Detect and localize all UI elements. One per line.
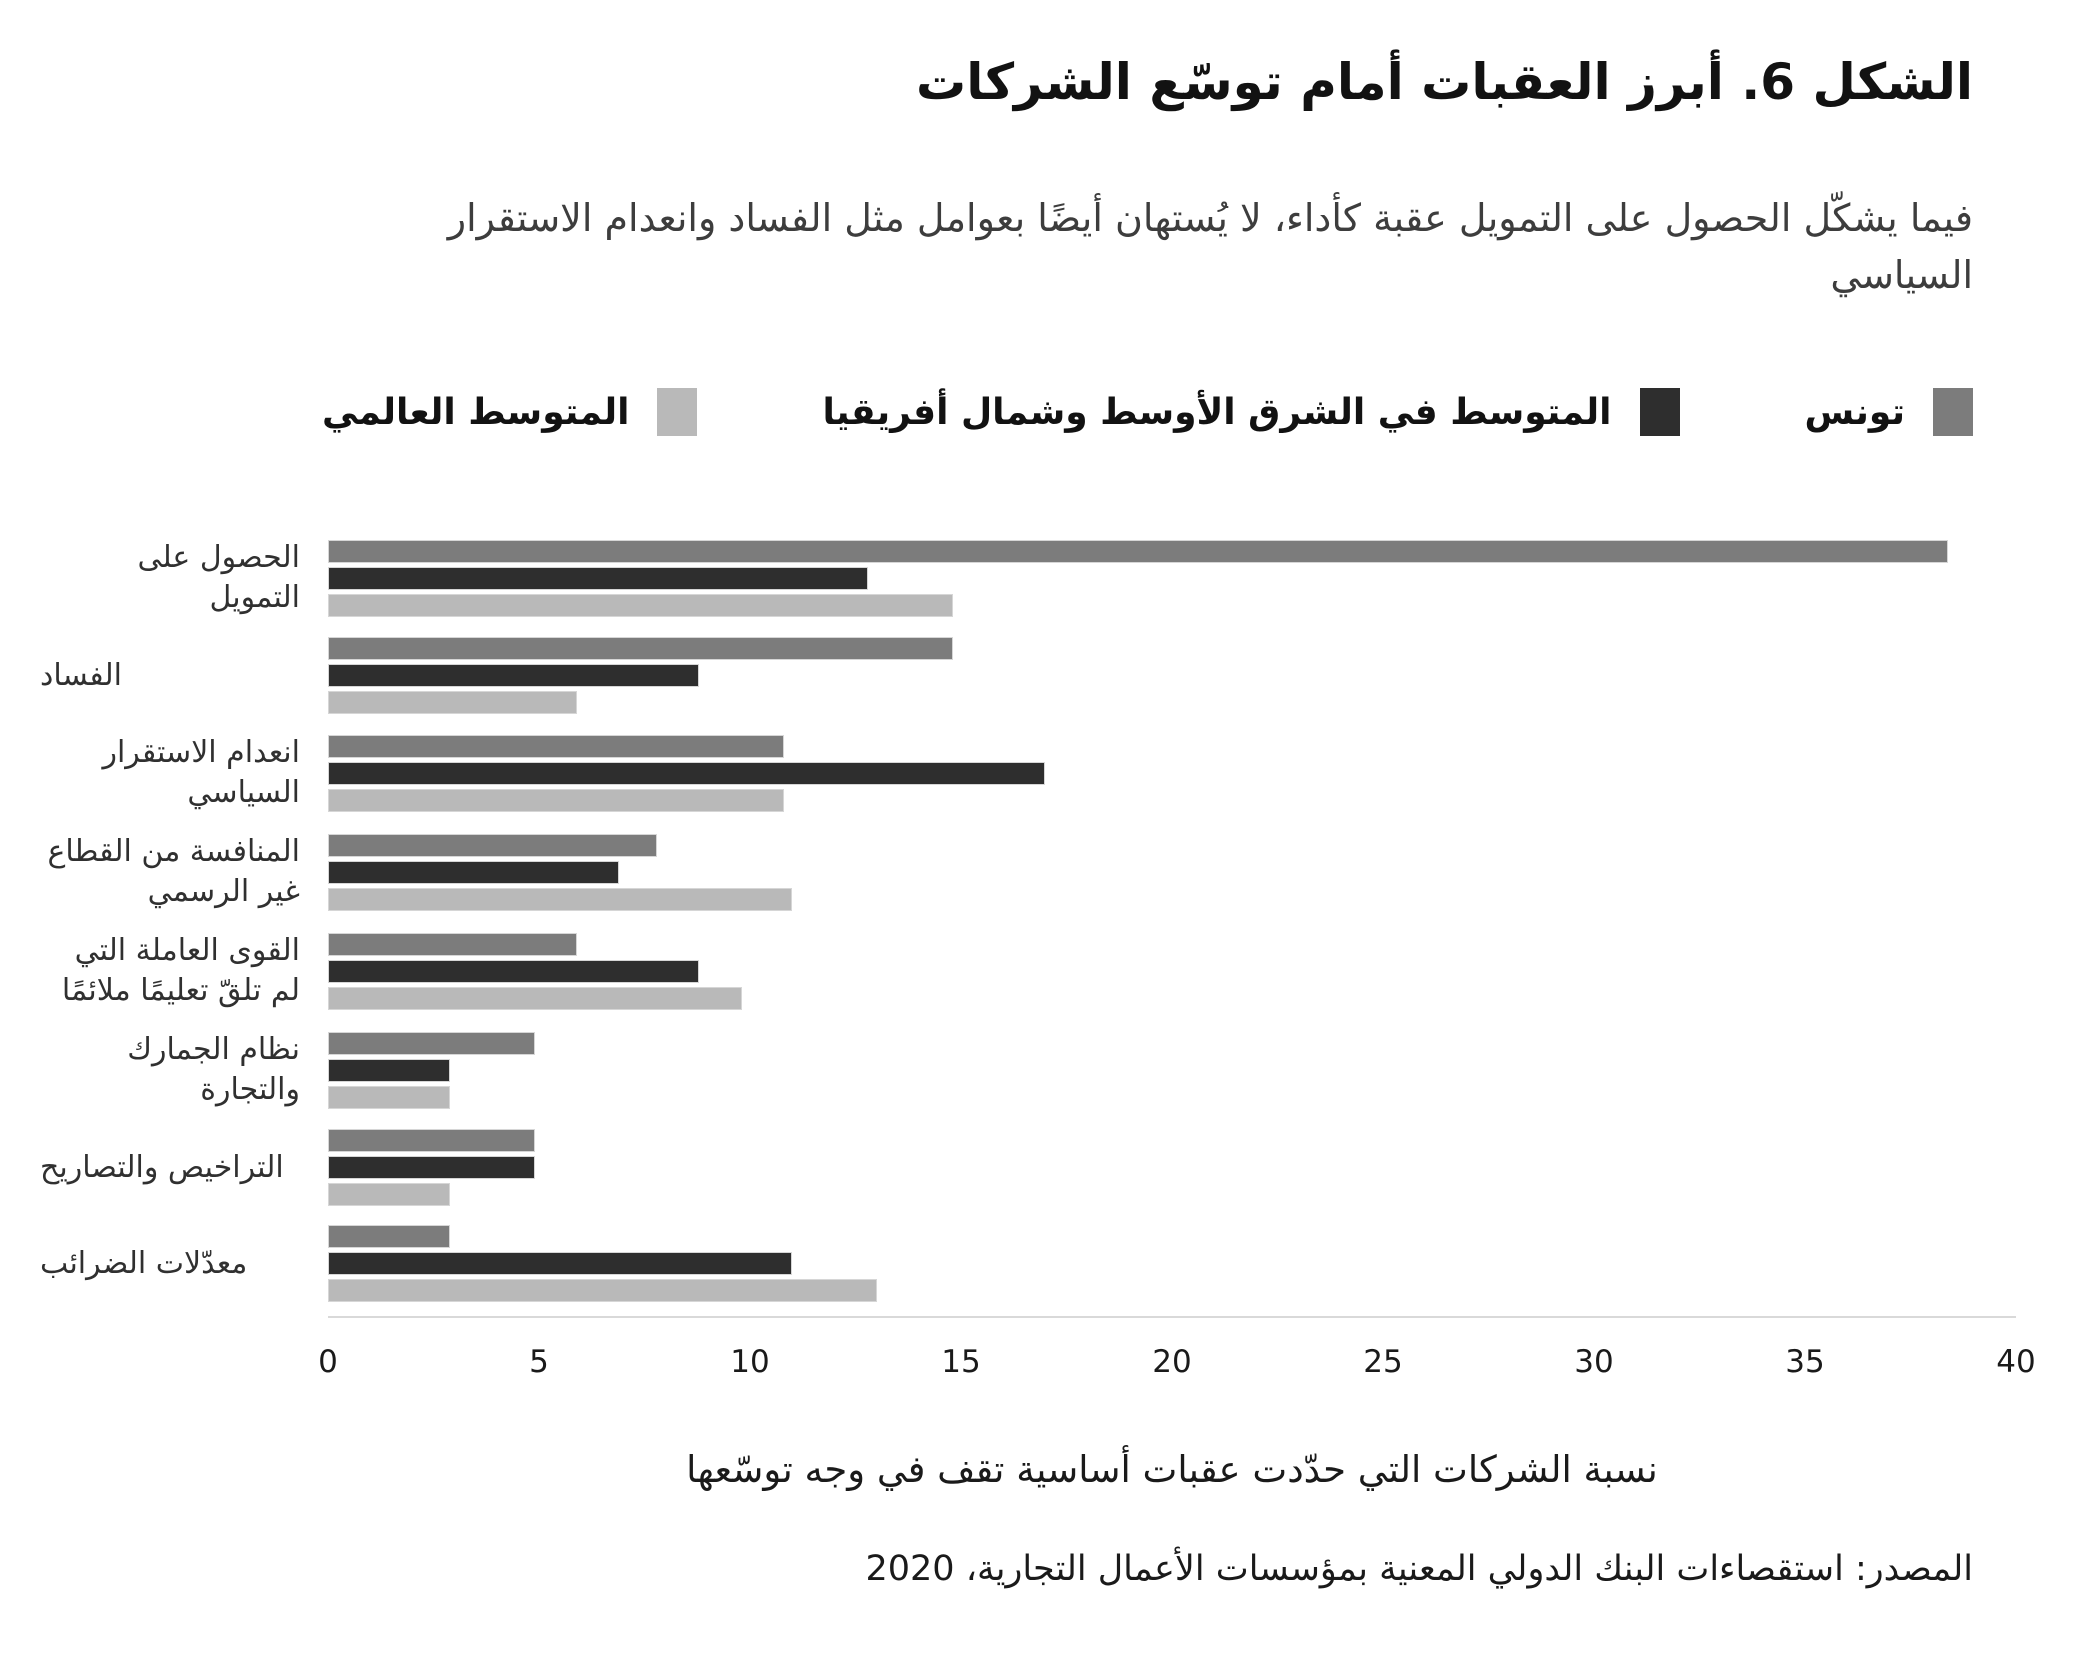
source-note: المصدر: استقصاءات البنك الدولي المعنية ب… — [865, 1549, 1973, 1589]
legend-label-tunisia: تونس — [1804, 391, 1906, 433]
bar-group: الحصول على التمويل — [0, 538, 2084, 618]
category-label: نظام الجمارك والتجارة — [127, 1032, 300, 1107]
legend-item-mena: المتوسط في الشرق الأوسط وشمال أفريقيا — [822, 388, 1680, 436]
bar-world — [328, 1183, 451, 1206]
bar-group: نظام الجمارك والتجارة — [0, 1030, 2084, 1110]
bar-world — [328, 593, 953, 617]
category-label: انعدام الاستقرار السياسي — [102, 735, 300, 810]
bar-group-bars — [328, 637, 2016, 714]
x-axis-tick: 30 — [1574, 1344, 1614, 1380]
bar-world — [328, 1085, 451, 1109]
bar-group: المنافسة من القطاع غير الرسمي — [0, 832, 2084, 912]
x-axis-line — [328, 1316, 2016, 1318]
figure-header: الشكل 6. أبرز العقبات أمام توسّع الشركات… — [68, 52, 1973, 304]
bar-chart: الحصول على التمويل الفساد انعدام الاستقرار… — [0, 538, 2084, 1302]
x-axis-title: نسبة الشركات التي حدّدت عقبات أساسية تقف… — [686, 1448, 1658, 1491]
bar-mena — [328, 860, 620, 884]
x-axis-tick: 25 — [1363, 1344, 1403, 1380]
category-label: الفساد — [40, 657, 122, 693]
bar-world — [328, 986, 742, 1010]
figure-subtitle: فيما يشكّل الحصول على التمويل عقبة كأداء… — [447, 196, 1973, 297]
legend-label-world: المتوسط العالمي — [321, 391, 630, 433]
bar-group-bars — [328, 1129, 2016, 1206]
bar-group: الفساد — [0, 637, 2084, 714]
bar-tunisia — [328, 734, 784, 758]
x-axis-ticks: 0 5 10 15 20 25 30 35 40 — [318, 1344, 2036, 1386]
x-axis-tick: 5 — [529, 1344, 549, 1380]
bar-tunisia — [328, 1225, 451, 1248]
legend-swatch-mena — [1639, 388, 1680, 436]
category-label: الحصول على التمويل — [137, 540, 300, 615]
bar-mena — [328, 761, 1046, 785]
category-label: المنافسة من القطاع غير الرسمي — [47, 834, 300, 909]
x-axis-tick: 40 — [1996, 1344, 2036, 1380]
bar-group-bars — [328, 931, 2016, 1011]
x-axis-tick: 15 — [941, 1344, 981, 1380]
bar-group-bars — [328, 538, 2016, 618]
bar-mena — [328, 566, 869, 590]
bar-group-bars — [328, 1030, 2016, 1110]
bar-mena — [328, 1058, 451, 1082]
legend-swatch-tunisia — [1933, 388, 1973, 436]
bar-group: التراخيص والتصاريح — [0, 1129, 2084, 1206]
legend: تونس المتوسط في الشرق الأوسط وشمال أفريقي… — [68, 388, 1973, 436]
category-label: التراخيص والتصاريح — [40, 1149, 284, 1185]
bar-mena — [328, 1252, 793, 1275]
bar-group: القوى العاملة التي لم تلقّ تعليمًا ملائم… — [0, 931, 2084, 1011]
bar-mena — [328, 664, 700, 687]
bar-world — [328, 1279, 877, 1302]
category-label: القوى العاملة التي لم تلقّ تعليمًا ملائم… — [61, 933, 300, 1008]
category-label: معدّلات الضرائب — [40, 1245, 248, 1281]
legend-item-world: المتوسط العالمي — [322, 388, 698, 436]
bar-group: انعدام الاستقرار السياسي — [0, 733, 2084, 813]
bar-world — [328, 887, 793, 911]
legend-label-mena: المتوسط في الشرق الأوسط وشمال أفريقيا — [822, 391, 1612, 433]
bar-tunisia — [328, 1129, 535, 1152]
bar-group: معدّلات الضرائب — [0, 1225, 2084, 1302]
bar-group-bars — [328, 832, 2016, 912]
bar-tunisia — [328, 833, 658, 857]
legend-item-tunisia: تونس — [1804, 388, 1973, 436]
bar-world — [328, 788, 784, 812]
bar-mena — [328, 959, 700, 983]
bar-tunisia — [328, 1031, 535, 1055]
bar-tunisia — [328, 932, 577, 956]
x-axis-tick: 10 — [730, 1344, 770, 1380]
x-axis-tick: 0 — [318, 1344, 338, 1380]
figure-title: الشكل 6. أبرز العقبات أمام توسّع الشركات — [915, 53, 1973, 111]
bar-group-bars — [328, 1225, 2016, 1302]
bar-tunisia — [328, 539, 1949, 563]
x-axis-tick: 35 — [1785, 1344, 1825, 1380]
bar-tunisia — [328, 637, 953, 660]
x-axis-tick: 20 — [1152, 1344, 1192, 1380]
bar-world — [328, 691, 577, 714]
legend-swatch-world — [657, 388, 698, 436]
bar-mena — [328, 1156, 535, 1179]
bar-group-bars — [328, 733, 2016, 813]
